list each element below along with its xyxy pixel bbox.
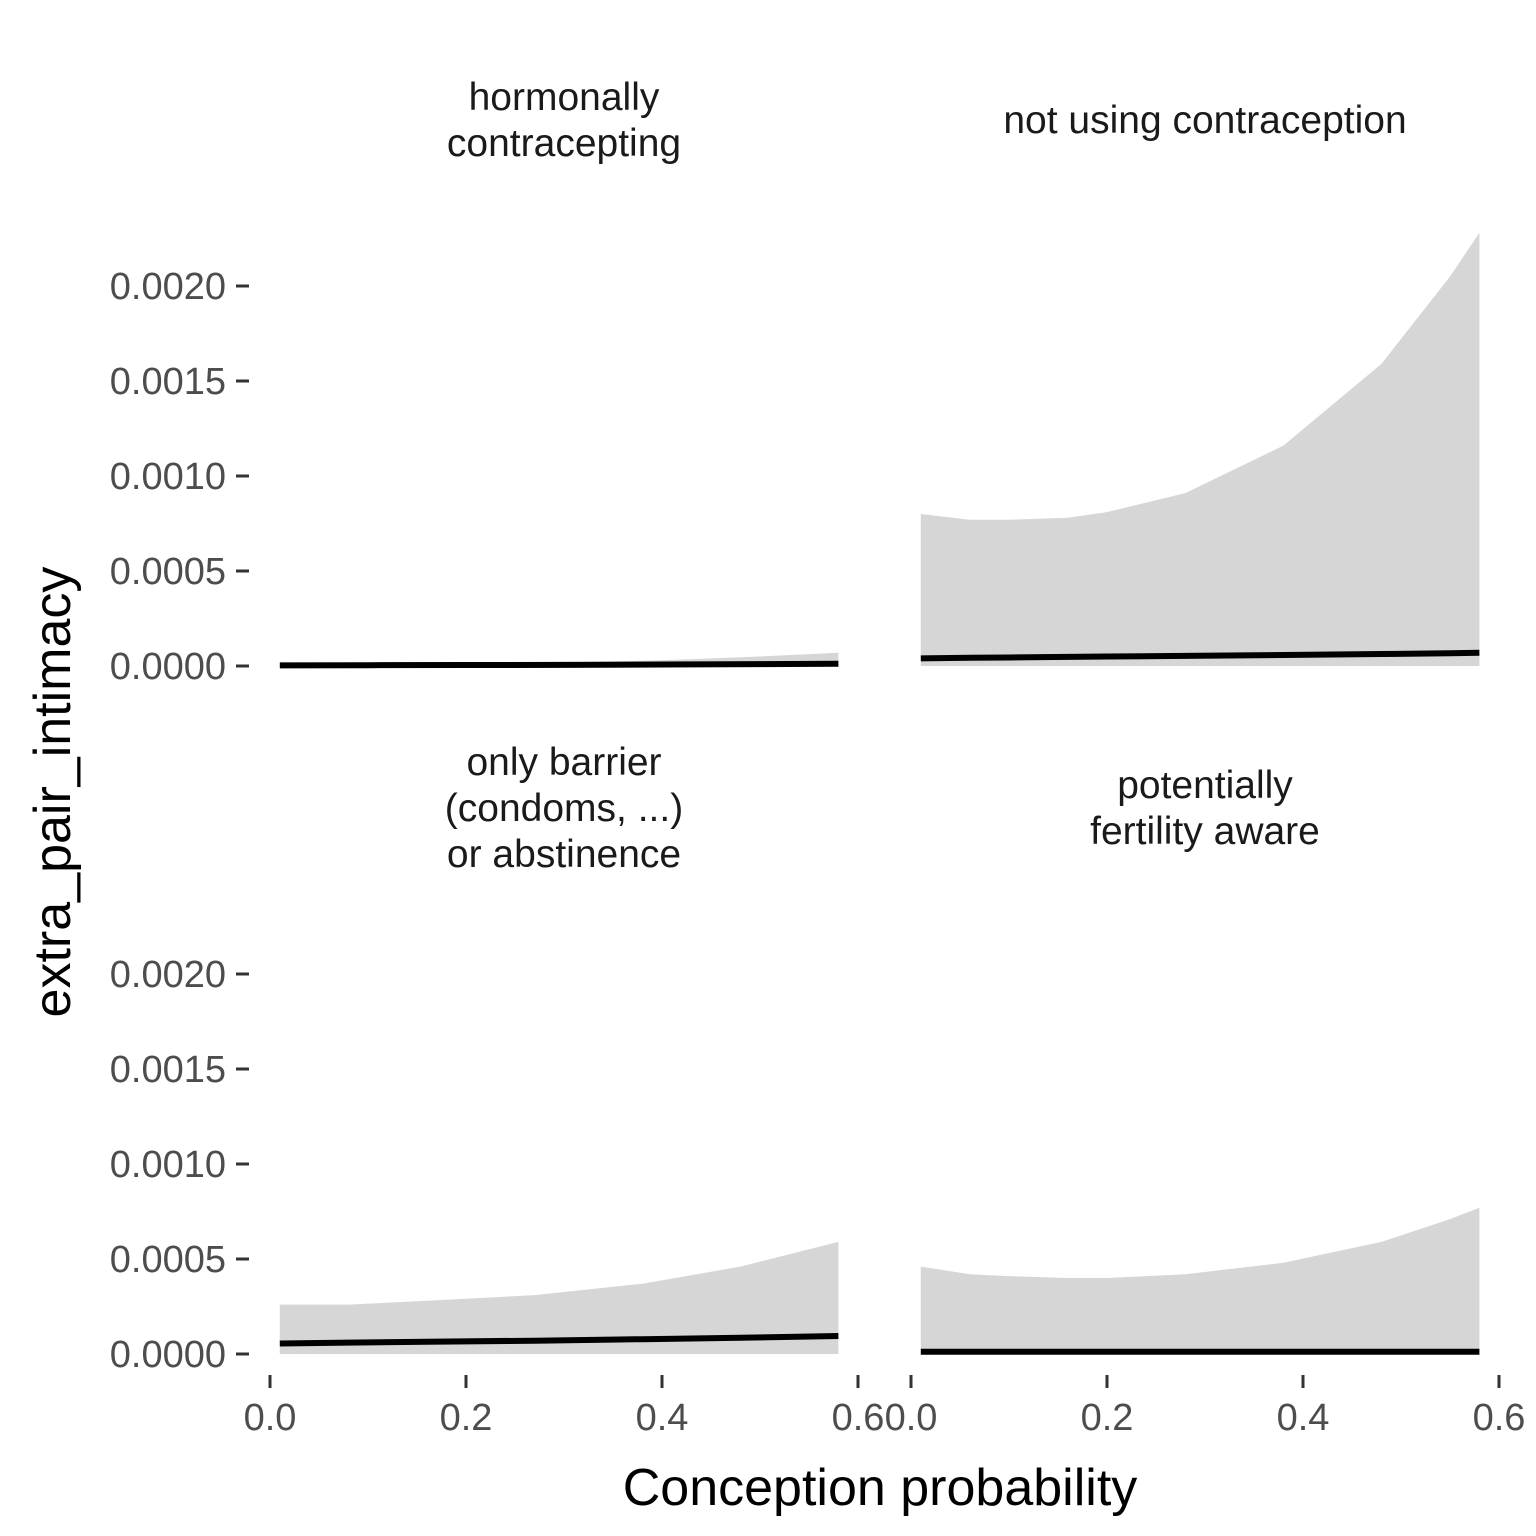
y-tick-label: 0.0000 — [110, 1334, 226, 1376]
x-tick-label: 0.0 — [244, 1397, 297, 1439]
facet-title: not using contraception — [1003, 99, 1406, 142]
x-tick-label: 0.2 — [1081, 1397, 1134, 1439]
confidence-ribbon — [279, 1241, 839, 1354]
x-axes: 0.0 0.2 0.4 0.6 0.0 0.2 0.4 0.6 — [244, 1375, 1526, 1439]
y-axis-title: extra_pair_intimacy — [24, 567, 82, 1018]
y-tick-label: 0.0015 — [110, 1049, 226, 1091]
confidence-ribbon — [920, 1207, 1480, 1354]
x-axis-col-1: 0.0 0.2 0.4 0.6 — [244, 1375, 885, 1439]
facet-panel-2: not using contraception — [920, 99, 1480, 667]
fit-line — [279, 1333, 839, 1347]
y-tick-label: 0.0005 — [110, 1239, 226, 1281]
facet-title-line: potentially — [1117, 764, 1293, 807]
x-tick-label: 0.2 — [440, 1397, 493, 1439]
y-axis-row-1: 0.0000 0.0005 0.0010 0.0015 0.0020 — [110, 266, 249, 688]
facet-title-line: fertility aware — [1090, 810, 1320, 853]
facet-title-line: hormonally — [469, 76, 660, 119]
y-tick-label: 0.0020 — [110, 266, 226, 308]
x-axis-title: Conception probability — [623, 1459, 1138, 1517]
facet-panels: hormonally contracepting not using contrac… — [279, 76, 1480, 1355]
y-tick-label: 0.0015 — [110, 361, 226, 403]
facet-title-line: only barrier — [466, 741, 661, 784]
facet-title-line: or abstinence — [447, 833, 681, 876]
facet-panel-4: potentially fertility aware — [920, 764, 1480, 1355]
facet-title-line: (condoms, ...) — [445, 787, 683, 830]
y-axis-row-2: 0.0000 0.0005 0.0010 0.0015 0.0020 — [110, 954, 249, 1376]
x-tick-label: 0.4 — [636, 1397, 689, 1439]
y-tick-label: 0.0010 — [110, 1144, 226, 1186]
facet-title: only barrier (condoms, ...) or abstinence — [445, 741, 683, 876]
y-tick-label: 0.0020 — [110, 954, 226, 996]
x-axis-col-2: 0.0 0.2 0.4 0.6 — [885, 1375, 1526, 1439]
facet-title: potentially fertility aware — [1090, 764, 1320, 853]
x-tick-label: 0.0 — [885, 1397, 938, 1439]
fit-line — [279, 660, 839, 669]
facet-title-line: contracepting — [447, 122, 681, 165]
y-axes: 0.00000.00050.00100.00150.00200.00000.00… — [110, 266, 249, 1376]
y-tick-label: 0.0010 — [110, 456, 226, 498]
facet-title-line: not using contraception — [1003, 99, 1406, 142]
fit-line — [920, 649, 1480, 662]
confidence-ribbon — [920, 232, 1480, 667]
y-tick-label: 0.0005 — [110, 551, 226, 593]
x-tick-label: 0.4 — [1277, 1397, 1330, 1439]
x-tick-label: 0.6 — [832, 1397, 885, 1439]
facet-title: hormonally contracepting — [447, 76, 681, 165]
facet-panel-1: hormonally contracepting — [279, 76, 839, 669]
x-tick-label: 0.6 — [1473, 1397, 1526, 1439]
y-tick-label: 0.0000 — [110, 646, 226, 688]
facet-panel-3: only barrier (condoms, ...) or abstinence — [279, 741, 839, 1354]
